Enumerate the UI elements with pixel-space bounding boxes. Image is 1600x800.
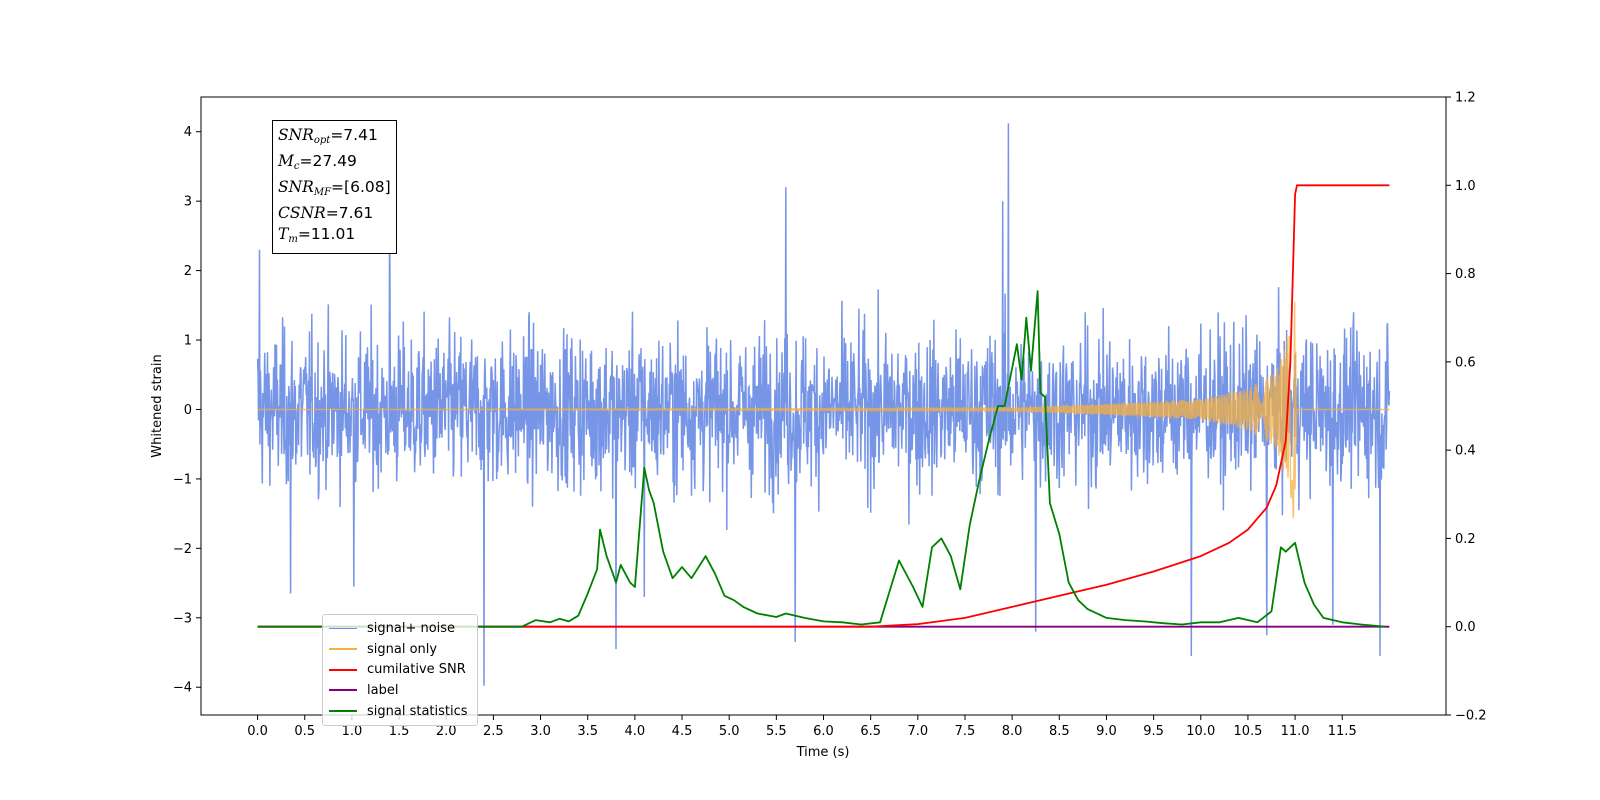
y-axis-right: 1.2 1.0 0.8 0.6 0.4 0.2 0.0 −0.2 (1446, 91, 1487, 724)
x-tick-label-19: 9.5 (1143, 724, 1164, 739)
x-tick-label-12: 6.0 (813, 724, 834, 739)
tm-subscript: m (288, 234, 298, 245)
y-right-tick-label-5: 0.2 (1455, 532, 1476, 547)
legend-swatch-signal-statistics (329, 710, 357, 713)
series-signal-noise (256, 123, 1391, 686)
legend-signal-statistics: signal statistics (323, 701, 477, 722)
x-axis-label: Time (s) (796, 745, 850, 760)
legend-swatch-signal-noise (329, 627, 357, 630)
y-right-tick-label-1: 1.0 (1455, 179, 1476, 194)
snr-opt-row: SNRopt=7.41 (278, 125, 391, 151)
x-tick-label-1: 0.5 (294, 724, 315, 739)
x-tick-label-10: 5.0 (719, 724, 740, 739)
y-left-tick-label-0: 4 (184, 125, 192, 140)
x-tick-label-22: 11.0 (1281, 724, 1310, 739)
x-tick-label-6: 3.0 (530, 724, 551, 739)
csnr-symbol: CSNR (278, 204, 326, 222)
csnr-value: =7.61 (325, 204, 374, 222)
y-right-tick-label-6: 0.0 (1455, 620, 1476, 635)
x-tick-label-8: 4.0 (625, 724, 646, 739)
x-tick-label-11: 5.5 (766, 724, 787, 739)
legend-cumulative-snr: cumilative SNR (323, 659, 477, 680)
y-left-tick-label-2: 2 (184, 264, 192, 279)
legend-swatch-cumulative-snr (329, 668, 357, 671)
y-left-tick-label-4: 0 (184, 403, 192, 418)
x-tick-label-21: 10.5 (1233, 724, 1262, 739)
legend-label-signal-statistics: signal statistics (367, 703, 468, 719)
mc-symbol: M (278, 152, 294, 170)
mc-value: =27.49 (299, 152, 357, 170)
tm-row: Tm=11.01 (278, 224, 391, 250)
legend-label-signal-noise: signal+ noise (367, 620, 456, 636)
y-axis-label: Whitened strain (150, 354, 165, 457)
legend-signal-noise: signal+ noise (323, 618, 477, 639)
tm-value: =11.01 (297, 225, 356, 243)
y-left-tick-label-5: −1 (173, 472, 192, 487)
mc-subscript: c (293, 161, 300, 172)
series-signal-only (257, 301, 1390, 519)
legend-swatch-signal-only (329, 648, 357, 651)
y-right-tick-label-2: 0.8 (1455, 267, 1476, 282)
x-tick-label-23: 11.5 (1328, 724, 1357, 739)
series-cumulative-snr (257, 184, 1390, 628)
x-tick-label-13: 6.5 (860, 724, 881, 739)
x-tick-label-4: 2.0 (436, 724, 457, 739)
y-right-tick-label-7: −0.2 (1455, 709, 1487, 724)
x-tick-label-5: 2.5 (483, 724, 504, 739)
legend-signal-only: signal only (323, 639, 477, 660)
x-tick-label-17: 8.5 (1049, 724, 1070, 739)
legend: signal+ noise signal only cumilative SNR… (322, 614, 478, 727)
y-left-tick-label-6: −2 (173, 542, 192, 557)
y-left-tick-label-8: −4 (173, 681, 192, 696)
y-right-tick-label-3: 0.6 (1455, 355, 1476, 370)
snr-opt-subscript: opt (313, 135, 331, 146)
snr-mf-row: SNRMF=[6.08] (278, 177, 391, 203)
tm-symbol: T (278, 225, 289, 243)
x-tick-label-14: 7.0 (907, 724, 928, 739)
x-tick-label-3: 1.5 (389, 724, 410, 739)
y-right-tick-label-4: 0.4 (1455, 444, 1476, 459)
legend-label-cumulative-snr: cumilative SNR (367, 662, 466, 678)
snr-opt-value: =7.41 (330, 126, 378, 144)
series-signal-statistics (257, 290, 1385, 628)
y-left-tick-label-7: −3 (173, 611, 192, 626)
y-axis-left: 4 3 2 1 0 −1 −2 −3 −4 (173, 125, 201, 696)
x-axis: 0.0 0.5 1.0 1.5 2.0 2.5 3.0 3.5 4.0 4.5 5.0 5.5 6.0 6… (247, 715, 1357, 739)
y-left-tick-label-3: 1 (184, 334, 192, 349)
y-left-tick-label-1: 3 (184, 195, 192, 210)
snr-mf-value: =[6.08] (331, 178, 391, 196)
y-right-tick-label-0: 1.2 (1455, 91, 1476, 106)
annotation-box: SNRopt=7.41 Mc=27.49 SNRMF=[6.08] CSNR=7… (272, 120, 397, 254)
x-tick-label-20: 10.0 (1186, 724, 1215, 739)
x-tick-label-7: 3.5 (577, 724, 598, 739)
snr-mf-subscript: MF (313, 187, 332, 198)
snr-mf-symbol: SNR (278, 178, 314, 196)
legend-label-label: label (367, 682, 399, 698)
legend-label: label (323, 680, 477, 701)
x-tick-label-2: 1.0 (342, 724, 363, 739)
x-tick-label-18: 9.0 (1096, 724, 1117, 739)
x-tick-label-16: 8.0 (1002, 724, 1023, 739)
x-tick-label-9: 4.5 (672, 724, 693, 739)
snr-opt-symbol: SNR (278, 126, 314, 144)
x-tick-label-15: 7.5 (955, 724, 976, 739)
x-tick-label-0: 0.0 (247, 724, 268, 739)
legend-label-signal-only: signal only (367, 641, 438, 657)
mc-row: Mc=27.49 (278, 151, 391, 177)
csnr-row: CSNR=7.61 (278, 203, 391, 224)
legend-swatch-label (329, 689, 357, 692)
